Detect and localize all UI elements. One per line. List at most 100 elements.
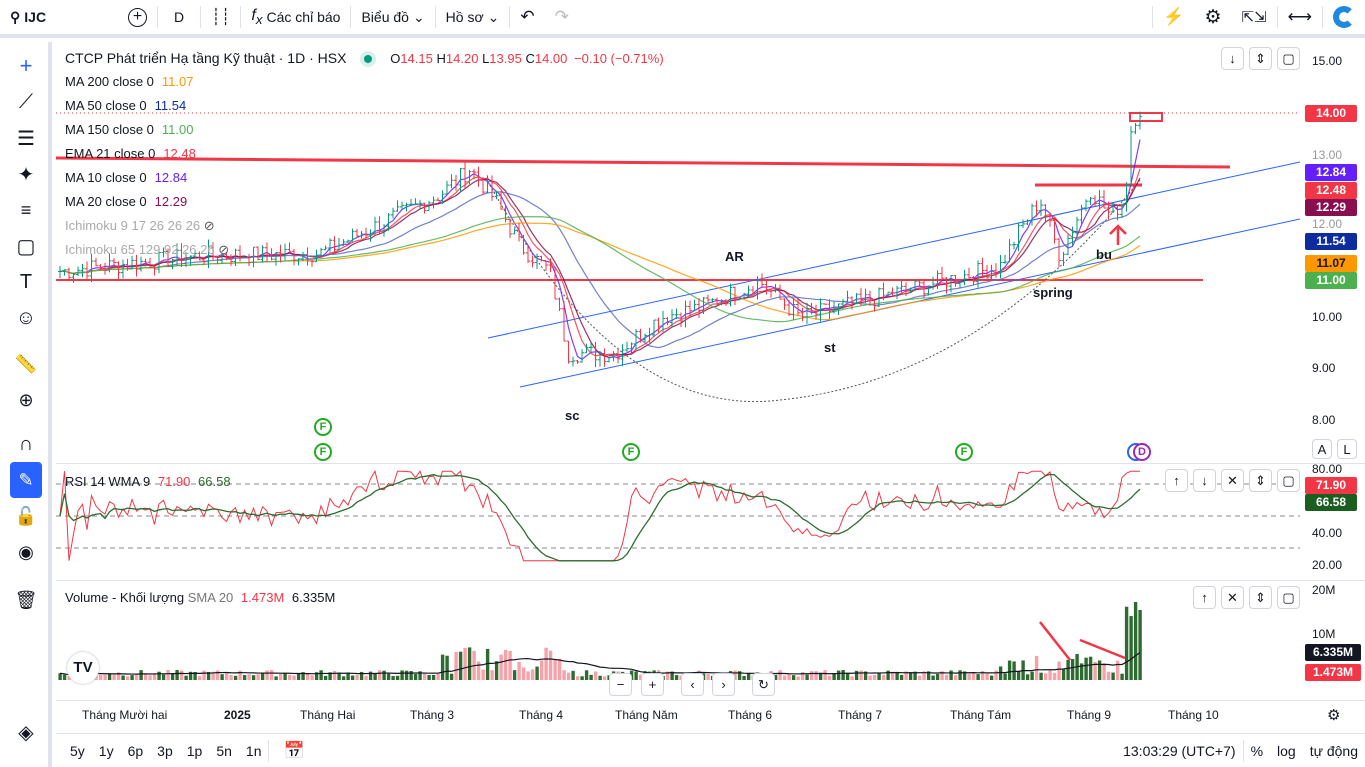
volume-bar bbox=[422, 673, 427, 680]
clock-readout[interactable]: 13:03:29 (UTC+7) bbox=[1123, 742, 1236, 759]
annotation-bu[interactable]: bu bbox=[1096, 247, 1112, 262]
volume-bar bbox=[1084, 657, 1088, 680]
rsi-axis[interactable]: 80.00 40.00 20.00 bbox=[1300, 462, 1365, 580]
financials-marker[interactable]: F bbox=[955, 443, 973, 461]
annotation-sc[interactable]: sc bbox=[565, 408, 580, 423]
move-down-button[interactable]: ↓ bbox=[1221, 47, 1244, 70]
measure-tool[interactable]: 📏 bbox=[0, 346, 52, 382]
range-button-1y[interactable]: 1y bbox=[98, 742, 114, 759]
annotation-spring[interactable]: spring bbox=[1033, 285, 1073, 300]
dividend-marker[interactable]: D bbox=[1133, 443, 1151, 461]
percent-scale-toggle[interactable]: % bbox=[1250, 742, 1264, 759]
collapse-pane-button[interactable]: ⇕ bbox=[1249, 469, 1272, 492]
financials-marker[interactable]: F bbox=[622, 443, 640, 461]
range-button-3p[interactable]: 3p bbox=[157, 742, 173, 759]
hidden-eye-icon[interactable]: ⊘ bbox=[200, 218, 215, 233]
financials-marker[interactable]: F bbox=[314, 418, 332, 436]
hidden-eye-icon[interactable]: ⊘ bbox=[214, 242, 230, 257]
forecast-tool[interactable]: ≡ bbox=[0, 192, 52, 228]
object-tree-button[interactable]: ◈ bbox=[0, 714, 52, 750]
indicators-button[interactable]: fx Các chỉ báo bbox=[241, 0, 350, 36]
indicator-legend-item[interactable]: MA 20 close 0 12.29 bbox=[65, 194, 187, 209]
zoom-out-button[interactable]: − bbox=[609, 673, 632, 696]
crosshair-tool[interactable]: + bbox=[0, 48, 52, 84]
range-button-5y[interactable]: 5y bbox=[70, 742, 85, 759]
volume-bar bbox=[971, 672, 976, 680]
reset-chart-button[interactable]: ↻ bbox=[752, 673, 775, 696]
log-scale-button[interactable]: L bbox=[1337, 439, 1357, 459]
time-tick: Tháng 4 bbox=[519, 708, 564, 722]
log-scale-toggle[interactable]: log bbox=[1277, 742, 1296, 759]
date-range-button[interactable]: 📅 bbox=[269, 741, 318, 761]
hide-tool[interactable]: ◉ bbox=[0, 534, 52, 570]
move-up-button[interactable]: ↑ bbox=[1193, 586, 1216, 609]
annotation-st[interactable]: st bbox=[824, 340, 836, 355]
quick-search-button[interactable]: ⚡ bbox=[1153, 0, 1194, 36]
magnet-tool[interactable]: ∩ bbox=[0, 426, 52, 462]
bar-style-button[interactable]: ┊┊ bbox=[201, 0, 240, 36]
chart-menu[interactable]: Biểu đồ ⌄ bbox=[351, 0, 434, 36]
auto-scale-button[interactable]: A bbox=[1312, 439, 1332, 459]
zoom-in-button[interactable]: + bbox=[641, 673, 664, 696]
pattern-tool[interactable]: ✦ bbox=[0, 156, 52, 192]
pane-divider[interactable] bbox=[56, 463, 1365, 464]
lock-drawing-tool[interactable]: ✎ bbox=[10, 462, 42, 498]
range-button-1p[interactable]: 1p bbox=[186, 742, 203, 759]
settings-button[interactable]: ⚙ bbox=[1194, 0, 1231, 36]
financials-marker[interactable]: F bbox=[314, 443, 332, 461]
undo-button[interactable]: ↶ bbox=[510, 0, 544, 36]
trendline-tool[interactable]: ⟋ bbox=[0, 84, 52, 120]
remove-pane-button[interactable]: ✕ bbox=[1221, 469, 1244, 492]
range-button-1n[interactable]: 1n bbox=[245, 742, 262, 759]
volume-bar bbox=[269, 670, 274, 680]
indicator-legend-item[interactable]: MA 150 close 0 11.00 bbox=[65, 122, 193, 137]
scroll-left-button[interactable]: ‹ bbox=[681, 673, 704, 696]
indicator-legend-item[interactable]: MA 10 close 0 12.84 bbox=[65, 170, 187, 185]
annotation-ar[interactable]: AR bbox=[725, 249, 744, 264]
icon-tool[interactable]: ☺ bbox=[0, 300, 52, 336]
volume-axis[interactable]: 20M 10M bbox=[1300, 580, 1365, 700]
range-button-6p[interactable]: 6p bbox=[127, 742, 144, 759]
auto-scale-toggle[interactable]: tự động bbox=[1309, 742, 1358, 759]
fib-tool[interactable]: ☰ bbox=[0, 120, 52, 156]
lock-all-tool[interactable]: 🔓 bbox=[0, 498, 52, 534]
symbol-search[interactable]: ⚲ IJC bbox=[0, 0, 118, 36]
tradingview-logo[interactable]: TV bbox=[67, 652, 99, 684]
share-button[interactable]: ⟷ bbox=[1278, 0, 1322, 36]
move-down-button[interactable]: ↓ bbox=[1193, 469, 1216, 492]
profile-menu[interactable]: Hồ sơ ⌄ bbox=[436, 0, 510, 36]
compare-button[interactable]: + bbox=[118, 0, 157, 36]
fullscreen-button[interactable]: ⇱⇲ bbox=[1231, 0, 1276, 36]
indicator-legend-item[interactable]: MA 200 close 0 11.07 bbox=[65, 74, 193, 89]
maximize-pane-button[interactable]: ▢ bbox=[1277, 469, 1300, 492]
maximize-pane-button[interactable]: ▢ bbox=[1277, 586, 1300, 609]
rsi-legend: RSI 14 WMA 9 71.90 66.58 bbox=[65, 474, 231, 489]
collapse-icon: ⇱⇲ bbox=[1241, 9, 1267, 26]
collapse-pane-button[interactable]: ⇕ bbox=[1249, 586, 1272, 609]
maximize-pane-button[interactable]: ▢ bbox=[1277, 47, 1300, 70]
volume-bar bbox=[355, 674, 359, 680]
redo-button[interactable]: ↷ bbox=[545, 0, 579, 36]
indicator-legend-item[interactable]: Ichimoku 9 17 26 26 26 ⊘ bbox=[65, 218, 215, 234]
collapse-pane-button[interactable]: ⇕ bbox=[1249, 47, 1272, 70]
time-axis-settings-button[interactable]: ⚙ bbox=[1327, 706, 1340, 724]
price-axis[interactable]: 15.00 13.00 12.00 10.00 9.00 8.00 bbox=[1300, 42, 1365, 463]
price-tag: 12.48 bbox=[1305, 182, 1357, 199]
scroll-right-button[interactable]: › bbox=[712, 673, 735, 696]
pane-divider[interactable] bbox=[56, 580, 1365, 581]
remove-pane-button[interactable]: ✕ bbox=[1221, 586, 1244, 609]
indicator-legend-item[interactable]: Ichimoku 65 129 92 26 26 ⊘ bbox=[65, 242, 229, 258]
range-button-5n[interactable]: 5n bbox=[216, 742, 232, 759]
text-tool[interactable]: T bbox=[0, 264, 52, 300]
indicator-legend-item[interactable]: EMA 21 close 0 12.48 bbox=[65, 146, 196, 161]
move-up-button[interactable]: ↑ bbox=[1165, 469, 1188, 492]
volume-bar bbox=[584, 670, 589, 680]
indicator-legend-item[interactable]: MA 50 close 0 11.54 bbox=[65, 98, 186, 113]
volume-bar bbox=[1061, 669, 1066, 680]
volume-bar bbox=[1034, 655, 1039, 680]
zoom-tool[interactable]: ⊕ bbox=[0, 382, 52, 418]
interval-button[interactable]: D bbox=[174, 9, 185, 25]
shape-tool[interactable]: ▢ bbox=[0, 228, 52, 264]
delete-tool[interactable]: 🗑 bbox=[0, 582, 52, 618]
